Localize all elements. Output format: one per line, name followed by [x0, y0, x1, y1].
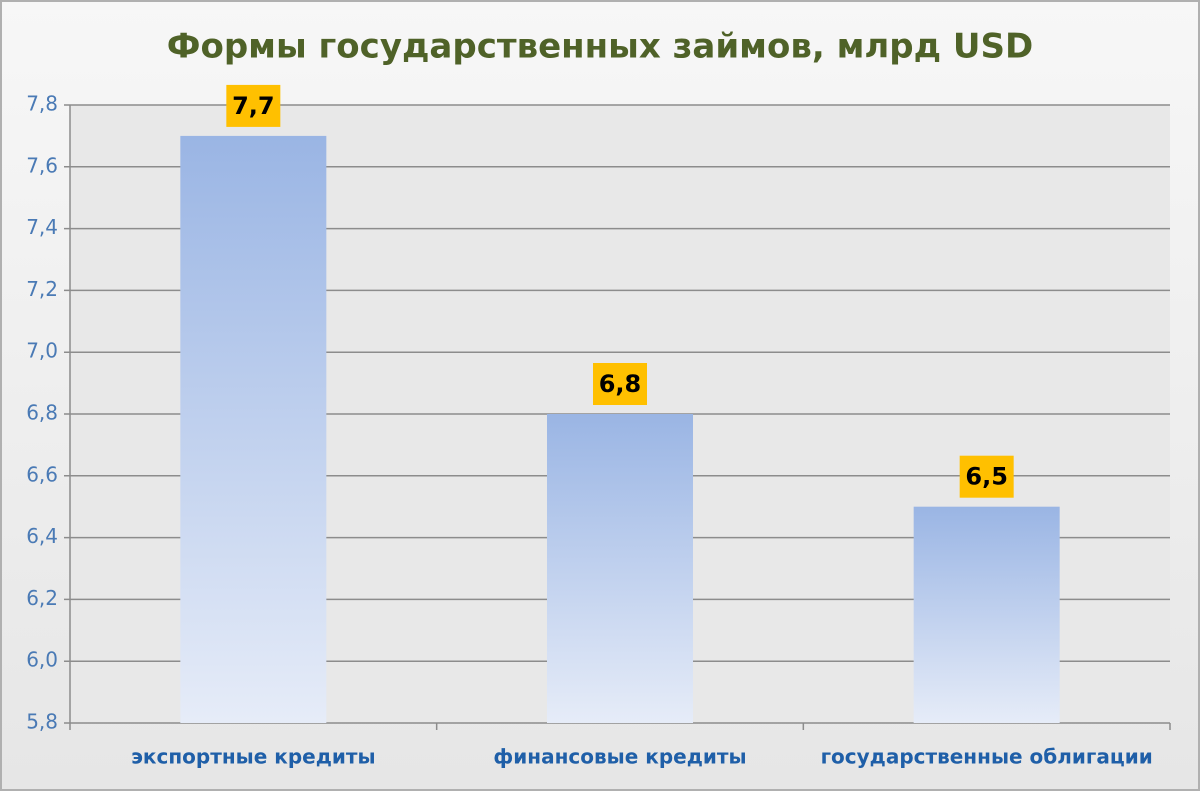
x-tick-label: государственные облигации: [821, 745, 1153, 769]
y-tick-label: 5,8: [26, 710, 58, 734]
y-tick-label: 6,4: [26, 524, 58, 548]
bar: [547, 414, 693, 723]
y-tick-label: 6,6: [26, 462, 58, 486]
y-tick-label: 6,0: [26, 648, 58, 672]
value-label-box: [959, 455, 1014, 498]
y-tick-label: 7,2: [26, 277, 58, 301]
y-tick-label: 7,0: [26, 339, 58, 363]
x-tick-label: экспортные кредиты: [131, 745, 375, 769]
y-tick-label: 7,8: [26, 92, 58, 116]
y-tick-label: 7,6: [26, 153, 58, 177]
bar: [180, 135, 327, 723]
x-tick-label: финансовые кредиты: [493, 745, 746, 769]
bar: [913, 506, 1060, 723]
y-tick-label: 6,8: [26, 401, 58, 425]
y-tick-label: 7,4: [26, 215, 58, 239]
value-label: 6,5: [965, 463, 1008, 491]
chart-title: Формы государственных займов, млрд USD: [167, 27, 1034, 67]
value-label-box: [226, 84, 281, 127]
value-label-box: [593, 363, 647, 405]
value-label: 7,7: [232, 92, 275, 120]
value-label: 6,8: [599, 370, 642, 398]
y-tick-label: 6,2: [26, 586, 58, 610]
